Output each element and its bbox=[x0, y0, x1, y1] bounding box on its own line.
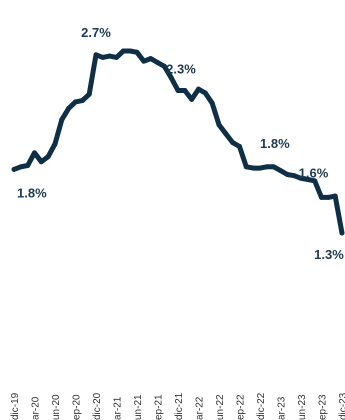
x-tick-label: ep-22 bbox=[236, 394, 247, 420]
data-point bbox=[189, 96, 195, 102]
x-tick-label: dic-20 bbox=[92, 392, 103, 420]
data-point bbox=[107, 53, 113, 59]
x-tick-label: dic-19 bbox=[10, 392, 21, 420]
data-point bbox=[202, 90, 208, 96]
x-tick-label: ep-23 bbox=[318, 394, 329, 420]
data-point bbox=[134, 49, 140, 55]
data-point bbox=[278, 168, 283, 174]
x-tick-label: ar-20 bbox=[31, 396, 42, 420]
x-tick-label: dic-23 bbox=[338, 392, 345, 420]
data-point bbox=[237, 143, 242, 149]
data-point bbox=[250, 165, 256, 171]
data-label: 2.7% bbox=[81, 25, 111, 40]
data-point bbox=[264, 164, 270, 170]
data-point bbox=[305, 177, 311, 183]
data-point bbox=[59, 117, 65, 123]
data-label: 1.6% bbox=[299, 165, 329, 180]
data-point bbox=[298, 175, 304, 181]
data-point bbox=[148, 56, 154, 62]
x-tick-label: un-22 bbox=[215, 394, 226, 420]
data-point bbox=[25, 163, 31, 169]
data-point bbox=[161, 63, 167, 69]
data-point bbox=[93, 52, 99, 58]
data-point bbox=[291, 173, 297, 179]
data-point bbox=[100, 54, 106, 60]
data-point bbox=[284, 171, 290, 177]
data-label-layer: 1.8% 2.7% 2.3% 1.8% 1.6% 1.3% bbox=[17, 25, 344, 262]
x-tick-label: ep-20 bbox=[72, 394, 83, 420]
data-point bbox=[38, 159, 44, 165]
data-point bbox=[32, 150, 37, 156]
data-point bbox=[66, 105, 72, 111]
data-point bbox=[230, 140, 236, 146]
data-point bbox=[86, 91, 92, 97]
data-point bbox=[325, 194, 331, 200]
x-tick-label: un-23 bbox=[297, 394, 308, 420]
x-tick-label: ar-22 bbox=[195, 396, 206, 420]
data-point bbox=[209, 100, 215, 106]
data-point bbox=[257, 165, 263, 171]
x-tick-label: ep-21 bbox=[154, 394, 165, 420]
data-point bbox=[243, 164, 249, 170]
data-point bbox=[73, 99, 78, 105]
x-tick-label: dic-22 bbox=[256, 392, 267, 420]
data-point bbox=[155, 59, 160, 65]
data-point bbox=[312, 178, 318, 184]
data-point bbox=[182, 87, 188, 93]
data-point bbox=[18, 164, 24, 170]
data-point bbox=[332, 193, 338, 199]
data-point bbox=[168, 75, 174, 81]
data-point bbox=[319, 194, 324, 200]
data-point bbox=[127, 48, 133, 54]
x-tick-label: un-21 bbox=[133, 394, 144, 420]
data-label: 2.3% bbox=[166, 61, 196, 76]
data-point bbox=[79, 98, 85, 104]
data-point bbox=[339, 230, 345, 236]
x-tick-label: un-20 bbox=[51, 394, 62, 420]
data-point bbox=[196, 86, 201, 92]
data-point bbox=[11, 166, 17, 172]
data-point bbox=[52, 141, 58, 147]
data-label: 1.8% bbox=[17, 185, 47, 200]
data-point bbox=[45, 154, 51, 160]
data-label: 1.3% bbox=[314, 247, 344, 262]
x-tick-label: ar-23 bbox=[277, 396, 288, 420]
series-layer bbox=[11, 48, 345, 236]
x-tick-label: dic-21 bbox=[174, 392, 185, 420]
data-point bbox=[216, 122, 222, 128]
x-axis: dic-19 ar-20 un-20 ep-20 dic-20 ar-21 un-21 ep-… bbox=[10, 392, 345, 420]
series-line bbox=[11, 48, 345, 236]
data-point bbox=[175, 87, 181, 93]
x-tick-label: ar-21 bbox=[113, 396, 124, 420]
data-point bbox=[120, 48, 126, 54]
data-point bbox=[114, 54, 119, 60]
data-point bbox=[223, 131, 229, 137]
data-label: 1.8% bbox=[260, 136, 290, 151]
data-point bbox=[141, 58, 147, 64]
data-point bbox=[271, 164, 277, 170]
